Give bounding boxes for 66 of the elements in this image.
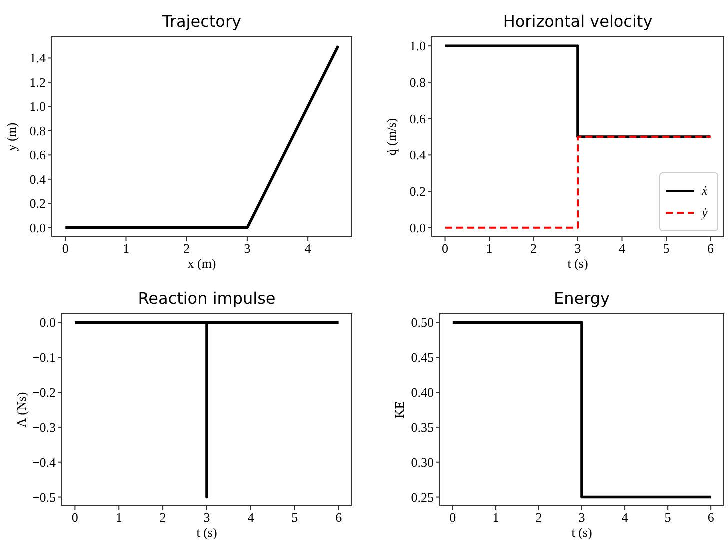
x-tick-label: 1: [116, 510, 122, 525]
x-tick-label: 1: [122, 241, 130, 256]
x-tick-label: 1: [492, 510, 500, 525]
x-tick-label: 1: [486, 241, 493, 256]
y-tick-label: 1.0: [30, 99, 46, 114]
x-tick-label: 4: [248, 510, 255, 525]
y-tick-label: 0.4: [30, 172, 46, 187]
x-tick-label: 4: [622, 510, 629, 525]
y-tick-label: 0.0: [410, 220, 426, 236]
y-tick-label: 0.2: [30, 196, 46, 212]
x-tick-label: 2: [160, 510, 166, 525]
x-tick-label: 2: [530, 241, 538, 256]
x-axis-title: t (s): [568, 256, 588, 271]
y-tick-label: 0.30: [411, 454, 434, 470]
y-tick-label: 0.25: [411, 490, 434, 505]
x-tick-label: 3: [578, 510, 586, 525]
x-tick-label: 4: [304, 241, 312, 256]
x-tick-label: 5: [663, 241, 670, 256]
y-tick-label: 0.45: [411, 350, 434, 366]
chart-title: Energy: [554, 289, 610, 308]
y-tick-label: 0.8: [30, 123, 46, 138]
x-tick-label: 0: [72, 510, 78, 525]
y-tick-label: −0.5: [32, 490, 56, 505]
y-tick-label: 0.8: [410, 74, 426, 90]
x-tick-label: 0: [62, 241, 69, 256]
y-tick-label: 0.0: [30, 220, 46, 236]
x-tick-label: 3: [244, 241, 251, 256]
y-axis-title: Λ (Ns): [14, 392, 29, 428]
x-tick-label: 6: [708, 510, 715, 525]
x-axis-title: x (m): [188, 256, 216, 271]
x-tick-label: 3: [574, 241, 582, 256]
legend-label: ẋ: [701, 183, 708, 198]
x-tick-label: 5: [292, 510, 298, 525]
y-axis-title: y (m): [4, 122, 19, 152]
y-tick-label: 1.2: [30, 74, 46, 90]
y-tick-label: −0.1: [32, 350, 56, 366]
x-tick-label: 2: [536, 510, 542, 525]
x-tick-label: 5: [664, 510, 672, 525]
y-tick-label: 0.35: [411, 420, 434, 435]
x-tick-label: 3: [204, 510, 210, 525]
x-axis-title: t (s): [196, 525, 218, 540]
y-axis-title: q̇ (m/s): [384, 118, 399, 156]
y-tick-label: 0.6: [410, 111, 426, 126]
x-tick-label: 2: [184, 241, 190, 256]
y-tick-label: 0.4: [410, 148, 426, 163]
y-axis-title: KE: [392, 401, 407, 419]
y-tick-label: 0.2: [410, 184, 426, 200]
x-axis-title: t (s): [572, 525, 592, 540]
x-tick-label: 0: [442, 241, 449, 256]
legend-label: ẏ: [700, 205, 708, 220]
y-tick-label: −0.3: [32, 420, 56, 435]
chart-title: Horizontal velocity: [503, 12, 653, 31]
chart-title: Trajectory: [162, 12, 242, 31]
chart-title: Reaction impulse: [138, 289, 276, 308]
y-tick-label: 1.4: [30, 50, 46, 66]
y-tick-label: 0.0: [40, 315, 56, 330]
y-tick-label: −0.4: [32, 454, 56, 470]
y-tick-label: 0.6: [30, 148, 46, 163]
y-tick-label: 0.50: [411, 315, 434, 330]
y-tick-label: 1.0: [410, 38, 426, 54]
x-tick-label: 6: [707, 241, 714, 256]
x-tick-label: 0: [450, 510, 456, 525]
y-tick-label: −0.2: [32, 385, 56, 400]
x-tick-label: 6: [336, 510, 343, 525]
y-tick-label: 0.40: [411, 385, 434, 400]
x-tick-label: 4: [618, 241, 626, 256]
